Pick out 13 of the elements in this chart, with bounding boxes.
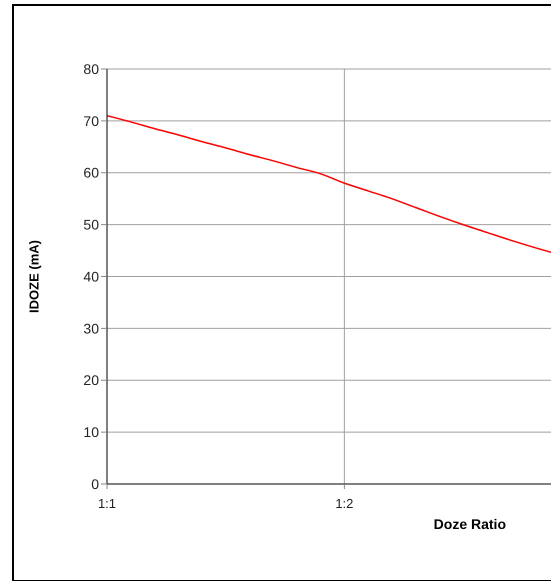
y-tick-label: 60 [83,164,100,181]
x-tick-label: 1:1 [98,496,116,512]
x-tick-label: 1:2 [335,496,354,512]
y-tick-label: 40 [83,268,100,284]
y-tick-label: 30 [83,320,100,336]
y-tick-label: 70 [83,112,100,129]
y-tick-label: 80 [83,60,100,77]
y-tick-label: 20 [83,372,100,388]
y-axis-title: IDOZE (mA) [26,240,42,313]
y-tick-label: 0 [91,476,100,492]
y-tick-label: 10 [83,424,100,440]
x-axis-title: Doze Ratio [434,516,506,532]
y-tick-label: 50 [83,216,100,233]
